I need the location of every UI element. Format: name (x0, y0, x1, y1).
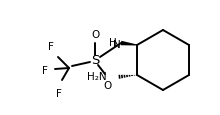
Text: H₂N: H₂N (87, 71, 107, 81)
Text: N: N (113, 40, 121, 50)
Text: F: F (48, 42, 54, 52)
Text: O: O (103, 80, 111, 90)
Text: H: H (109, 37, 117, 47)
Text: O: O (91, 30, 99, 40)
Text: S: S (91, 54, 99, 67)
Text: F: F (56, 88, 62, 98)
Text: F: F (42, 65, 48, 75)
Polygon shape (121, 41, 137, 46)
